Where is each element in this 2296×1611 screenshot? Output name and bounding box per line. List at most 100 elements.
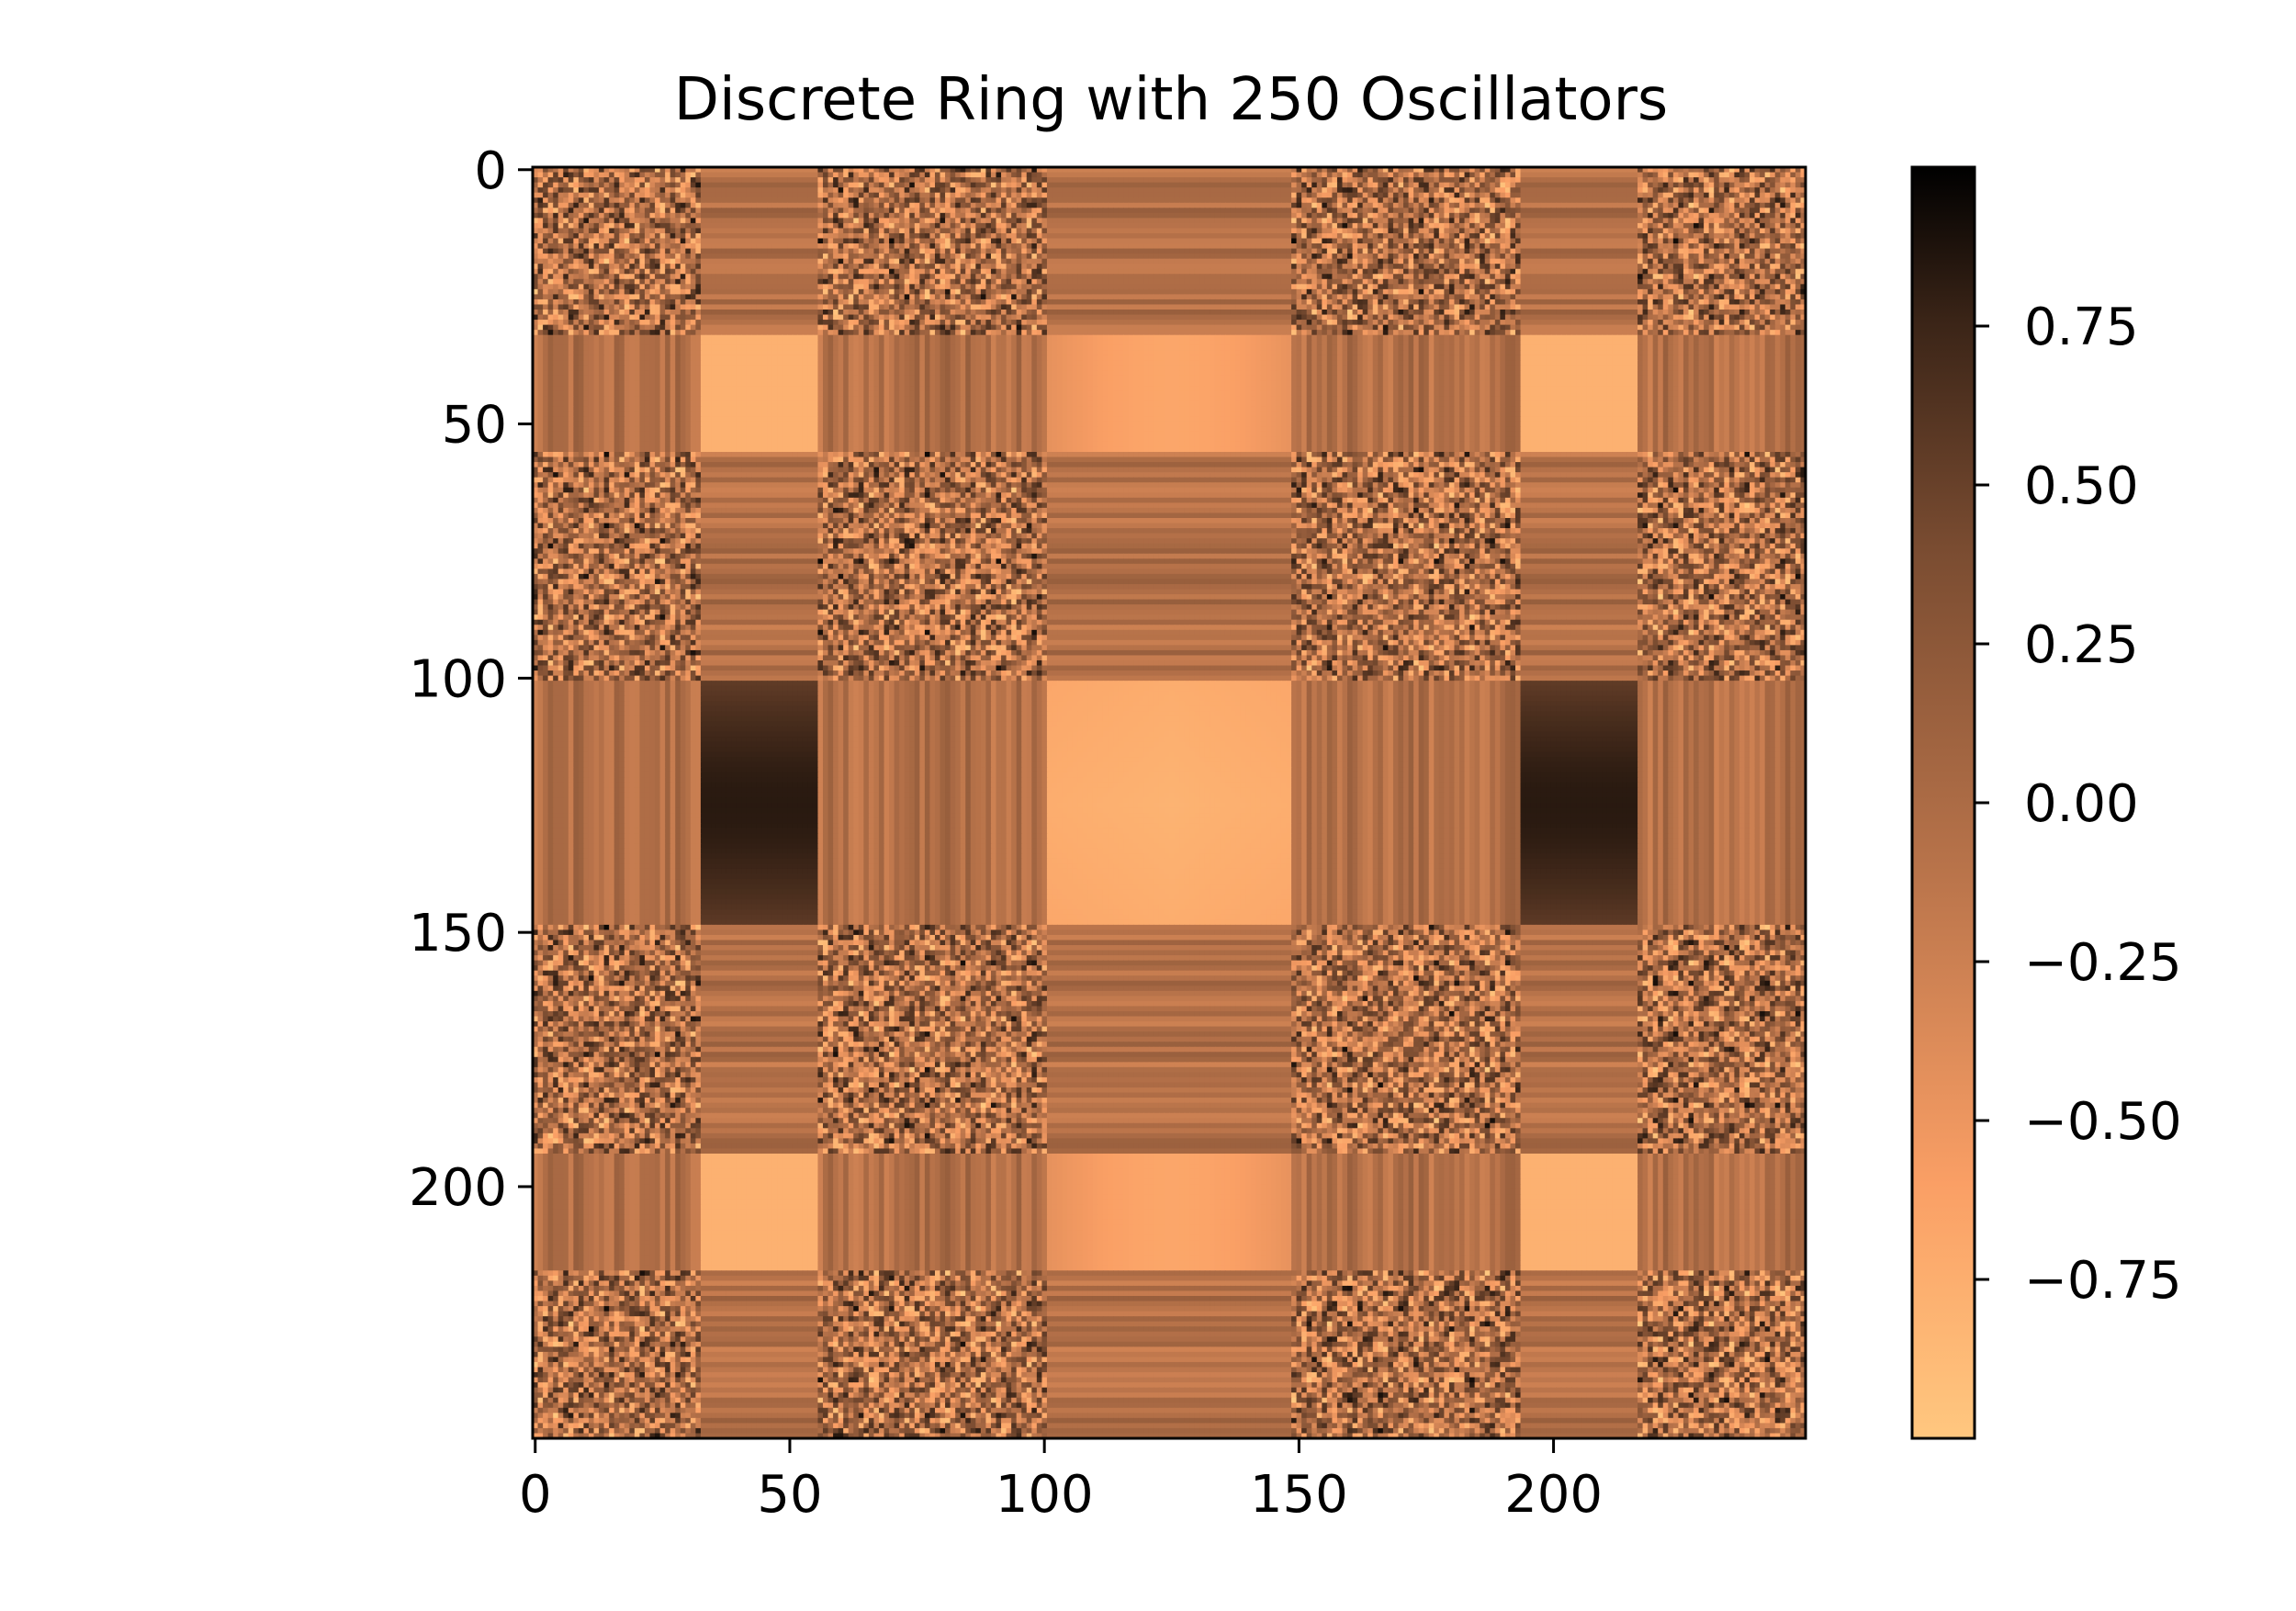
heatmap-cell xyxy=(884,173,890,178)
heatmap-cell xyxy=(731,177,737,183)
heatmap-cell xyxy=(1185,183,1190,188)
heatmap-cell xyxy=(543,187,548,193)
heatmap-cell xyxy=(1785,183,1791,188)
heatmap-cell xyxy=(635,187,640,193)
heatmap-cell xyxy=(1581,193,1587,198)
heatmap-cell xyxy=(553,203,558,208)
heatmap-cell xyxy=(1343,197,1348,203)
heatmap-cell xyxy=(1658,187,1663,193)
heatmap-cell xyxy=(1780,177,1785,183)
heatmap-cell xyxy=(1205,183,1210,188)
heatmap-cell xyxy=(1581,197,1587,203)
heatmap-cell xyxy=(1276,193,1281,198)
heatmap-cell xyxy=(1083,203,1088,208)
heatmap-cell xyxy=(660,173,666,178)
heatmap-cell xyxy=(1073,183,1078,188)
heatmap-cell xyxy=(1205,187,1210,193)
heatmap-cell xyxy=(701,203,706,208)
heatmap-cell xyxy=(1129,203,1134,208)
heatmap-cell xyxy=(803,183,808,188)
heatmap-cell xyxy=(706,177,712,183)
heatmap-cell xyxy=(945,203,951,208)
heatmap-cell xyxy=(1571,173,1577,178)
heatmap-cell xyxy=(1444,187,1449,193)
heatmap-cell xyxy=(726,197,732,203)
heatmap-cell xyxy=(1409,203,1414,208)
heatmap-cell xyxy=(777,187,782,193)
heatmap-cell xyxy=(1047,187,1052,193)
heatmap-cell xyxy=(961,193,966,198)
heatmap-cell xyxy=(1704,193,1709,198)
heatmap-cell xyxy=(1291,173,1297,178)
heatmap-cell xyxy=(1159,183,1165,188)
heatmap-cell xyxy=(1485,193,1491,198)
heatmap-cell xyxy=(1337,187,1343,193)
heatmap-cell xyxy=(1108,177,1113,183)
heatmap-cell xyxy=(859,203,864,208)
heatmap-cell xyxy=(1719,173,1725,178)
heatmap-cell xyxy=(1343,183,1348,188)
heatmap-cell xyxy=(751,203,757,208)
heatmap-cell xyxy=(691,193,696,198)
heatmap-cell xyxy=(1648,193,1653,198)
heatmap-cell xyxy=(1103,173,1109,178)
heatmap-cell xyxy=(1424,203,1429,208)
heatmap-cell xyxy=(1709,193,1715,198)
heatmap-cell xyxy=(1287,183,1292,188)
heatmap-cell xyxy=(655,183,660,188)
heatmap-cell xyxy=(1525,177,1531,183)
heatmap-cell xyxy=(1113,177,1119,183)
heatmap-cell xyxy=(899,203,905,208)
heatmap-cell xyxy=(573,177,579,183)
heatmap-cell xyxy=(1531,187,1536,193)
heatmap-cell xyxy=(1199,203,1205,208)
heatmap-cell xyxy=(1353,173,1358,178)
heatmap-cell xyxy=(843,193,849,198)
heatmap-cell xyxy=(625,193,630,198)
heatmap-cell xyxy=(1521,177,1526,183)
heatmap-cell xyxy=(1699,177,1705,183)
heatmap-cell xyxy=(1353,193,1358,198)
heatmap-cell xyxy=(1480,193,1485,198)
heatmap-cell xyxy=(609,177,614,183)
heatmap-cell xyxy=(1775,183,1781,188)
heatmap-cell xyxy=(1119,187,1124,193)
heatmap-cell xyxy=(1602,187,1607,193)
heatmap-cell xyxy=(701,183,706,188)
heatmap-cell xyxy=(1052,203,1057,208)
heatmap-cell xyxy=(1495,187,1501,193)
heatmap-cell xyxy=(961,187,966,193)
heatmap-cell xyxy=(1210,183,1215,188)
heatmap-cell xyxy=(1525,187,1531,193)
heatmap-cell xyxy=(1490,187,1495,193)
heatmap-cell xyxy=(909,203,915,208)
heatmap-cell xyxy=(716,187,722,193)
heatmap-cell xyxy=(629,193,635,198)
heatmap-cell xyxy=(1037,173,1042,178)
heatmap-cell xyxy=(1143,187,1149,193)
heatmap-cell xyxy=(1113,197,1119,203)
heatmap-cell xyxy=(1007,183,1012,188)
heatmap-cell xyxy=(1189,187,1195,193)
heatmap-cell xyxy=(1643,197,1649,203)
heatmap-cell xyxy=(772,177,778,183)
heatmap-cell xyxy=(548,187,554,193)
heatmap-cell xyxy=(787,203,793,208)
heatmap-cell xyxy=(1449,183,1455,188)
heatmap-cell xyxy=(614,193,620,198)
heatmap-cell xyxy=(797,183,803,188)
heatmap-cell xyxy=(1581,187,1587,193)
heatmap-cell xyxy=(650,203,656,208)
heatmap-cell xyxy=(589,197,594,203)
heatmap-cell xyxy=(1363,183,1368,188)
heatmap-cell xyxy=(1790,173,1795,178)
heatmap-cell xyxy=(1648,183,1653,188)
heatmap-cell xyxy=(1602,197,1607,203)
heatmap-cell xyxy=(1205,197,1210,203)
heatmap-cell xyxy=(1419,183,1424,188)
heatmap-cell xyxy=(1663,173,1669,178)
heatmap-cell xyxy=(772,193,778,198)
heatmap-cell xyxy=(1577,173,1582,178)
heatmap-cell xyxy=(761,183,767,188)
heatmap-cell xyxy=(1231,173,1236,178)
